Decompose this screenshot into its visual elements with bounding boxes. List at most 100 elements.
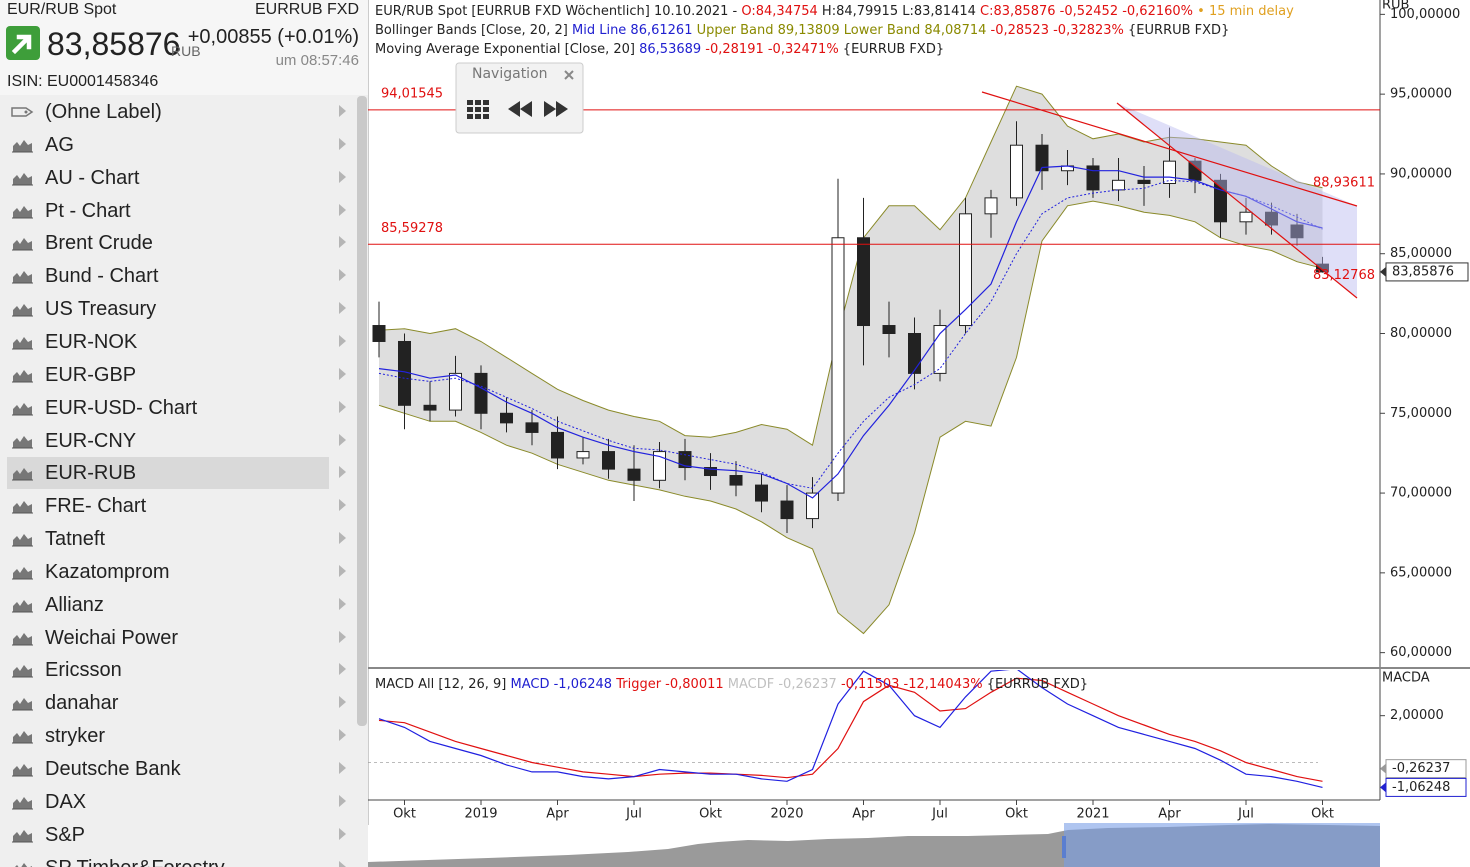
candle-body bbox=[704, 467, 717, 477]
last-value-pointer bbox=[1380, 782, 1386, 793]
watchlist-label: AG bbox=[45, 133, 74, 156]
chart-icon bbox=[12, 435, 33, 448]
row-arrow bbox=[339, 367, 346, 380]
watchlist-row[interactable]: SP Timber&Forestry bbox=[7, 852, 346, 867]
watchlist-row[interactable]: Kazatomprom bbox=[7, 556, 346, 588]
forward-icon[interactable] bbox=[544, 101, 568, 117]
watchlist-row[interactable]: S&P bbox=[7, 819, 346, 851]
watchlist-label: EUR-USD- Chart bbox=[45, 396, 198, 419]
row-arrow bbox=[339, 203, 346, 216]
header-segment: -0,11503 -12,14043% bbox=[837, 677, 983, 692]
y-tick-label: 70,00000 bbox=[1390, 486, 1452, 501]
row-arrow bbox=[339, 532, 346, 545]
watchlist-label: EUR-NOK bbox=[45, 330, 138, 353]
candle-body bbox=[627, 468, 641, 481]
scrollbar[interactable] bbox=[357, 96, 367, 726]
watchlist-row[interactable]: Brent Crude bbox=[7, 227, 346, 259]
watchlist-row[interactable]: FRE- Chart bbox=[7, 490, 346, 522]
channel-upper-line[interactable] bbox=[981, 91, 1358, 207]
row-arrow bbox=[339, 564, 346, 577]
header-segment: C:83,85876 -0,52452 -0,62160% bbox=[980, 4, 1193, 19]
trend-label: 88,93611 bbox=[1313, 175, 1375, 190]
candle-body bbox=[602, 451, 615, 470]
close-icon[interactable] bbox=[564, 70, 574, 80]
watchlist-row[interactable]: Bund - Chart bbox=[7, 260, 346, 292]
watchlist-row[interactable]: Allianz bbox=[7, 589, 346, 621]
watchlist-row[interactable]: EUR-USD- Chart bbox=[7, 392, 346, 424]
candle-body bbox=[1086, 165, 1100, 191]
navigation-popup[interactable]: Navigation bbox=[455, 62, 584, 134]
chart-icon bbox=[12, 599, 33, 613]
watchlist-label: (Ohne Label) bbox=[45, 101, 162, 123]
row-arrow bbox=[339, 334, 346, 347]
band-fill bbox=[379, 86, 1323, 634]
watchlist-row[interactable]: danahar bbox=[7, 687, 346, 719]
x-tick-label: Okt bbox=[393, 807, 416, 822]
watchlist-row[interactable]: EUR-RUB bbox=[7, 457, 346, 490]
row-arrow bbox=[339, 597, 346, 610]
instrument-name: EUR/RUB Spot bbox=[7, 1, 117, 18]
row-arrow bbox=[339, 630, 346, 643]
watchlist-row[interactable]: Deutsche Bank bbox=[7, 753, 346, 785]
y-tick-label: 85,00000 bbox=[1390, 246, 1452, 261]
navigator[interactable] bbox=[368, 823, 1380, 867]
header-segment: Moving Average Exponential [Close, 20] bbox=[375, 42, 639, 57]
watchlist-row[interactable]: EUR-GBP bbox=[7, 359, 346, 391]
watchlist-row[interactable]: EUR-NOK bbox=[7, 326, 346, 358]
watchlist-row[interactable]: Weichai Power bbox=[7, 622, 346, 654]
quote-header: EUR/RUB Spot EURRUB FXD 83,85876 RUB +0,… bbox=[0, 0, 368, 95]
candle-body bbox=[576, 451, 590, 459]
header-segment: MACDF -0,26237 bbox=[724, 677, 837, 692]
watchlist-row[interactable]: (Ohne Label) bbox=[7, 96, 346, 128]
channel-lower-line[interactable] bbox=[1116, 102, 1358, 299]
header-segment: Mid Line 86,61261 bbox=[572, 23, 692, 38]
watchlist-row[interactable]: Ericsson bbox=[7, 654, 346, 686]
chart-icon bbox=[14, 862, 32, 867]
rewind-icon[interactable] bbox=[508, 101, 532, 117]
candle-body bbox=[474, 372, 488, 414]
chart-icon bbox=[12, 829, 33, 843]
candle-body bbox=[1137, 179, 1151, 185]
candle-body bbox=[806, 492, 819, 520]
chart-icon bbox=[12, 304, 33, 317]
watchlist-row[interactable]: EUR-CNY bbox=[7, 425, 346, 457]
watchlist-row[interactable]: Tatneft bbox=[7, 523, 346, 555]
watchlist-row[interactable]: AG bbox=[7, 129, 346, 161]
watchlist-label: FRE- Chart bbox=[45, 495, 147, 518]
watchlist-label: Allianz bbox=[45, 593, 104, 616]
watchlist-label: Tatneft bbox=[45, 528, 106, 551]
chart-icon bbox=[12, 402, 33, 416]
last-value-label: -1,06248 bbox=[1392, 780, 1450, 795]
candle-body bbox=[551, 431, 564, 459]
chart-icon bbox=[12, 632, 33, 646]
watchlist-row[interactable]: stryker bbox=[7, 720, 346, 752]
y-tick-label: 60,00000 bbox=[1390, 645, 1452, 660]
chart-icon bbox=[12, 369, 33, 383]
chart-icon bbox=[12, 468, 33, 481]
watchlist-label: EUR-GBP bbox=[45, 363, 137, 386]
candle-body bbox=[959, 213, 972, 327]
header-segment: Trigger -0,80011 bbox=[612, 677, 724, 692]
candle-body bbox=[500, 412, 513, 424]
chart-icon bbox=[12, 501, 33, 514]
watchlist-row[interactable]: US Treasury bbox=[7, 293, 346, 325]
header-segment: EUR/RUB Spot [EURRUB FXD Wöchentlich] 10… bbox=[375, 4, 741, 19]
chart-icon bbox=[12, 271, 33, 284]
grid-icon[interactable] bbox=[467, 100, 489, 119]
candle-body bbox=[729, 475, 743, 486]
chart-icon bbox=[12, 796, 33, 810]
chart-icon bbox=[12, 139, 33, 153]
change: +0,00855 (+0.01%) bbox=[187, 26, 359, 48]
overlay: 94,01545 85,59278 88,93611 83,12768 60,00000… bbox=[368, 0, 1469, 822]
row-arrow bbox=[339, 137, 346, 150]
watchlist-row[interactable]: DAX bbox=[7, 786, 346, 818]
row-arrow bbox=[339, 302, 346, 315]
watchlist-row[interactable]: Pt - Chart bbox=[7, 195, 346, 227]
trigger-line bbox=[378, 677, 1323, 782]
watchlist-row[interactable]: AU - Chart bbox=[7, 162, 346, 194]
chart-icon bbox=[12, 764, 33, 777]
trend-label: 83,12768 bbox=[1313, 268, 1375, 283]
x-tick-label: 2019 bbox=[464, 807, 497, 822]
horizontal-line-label: 94,01545 bbox=[381, 86, 443, 101]
